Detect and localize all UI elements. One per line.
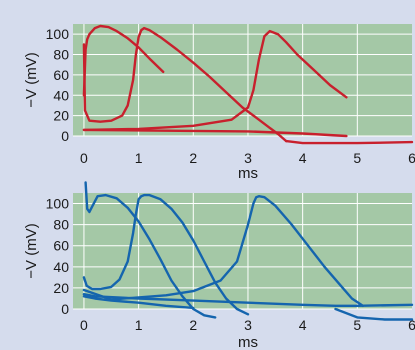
y-axis-title: −V (mV) <box>23 52 40 107</box>
y-tick-label: 0 <box>61 301 69 317</box>
chart-panel-1: 0 20 40 60 80 100 0 1 2 3 4 5 6 ms −V (mV) <box>23 24 415 182</box>
y-tick-label: 100 <box>46 196 70 212</box>
x-tick-label: 0 <box>80 317 88 333</box>
x-tick-label: 4 <box>299 317 307 333</box>
y-tick-label: 20 <box>53 108 69 124</box>
series-line-3 <box>82 195 364 307</box>
x-tick-label: 2 <box>189 150 197 166</box>
series-line-5 <box>82 295 195 310</box>
x-tick-label: 1 <box>135 317 143 333</box>
series-line-1 <box>84 181 217 319</box>
series-line-4 <box>82 128 348 138</box>
series-line-2 <box>82 26 288 143</box>
y-tick-label: 20 <box>53 280 69 296</box>
y-tick-label: 80 <box>53 217 69 233</box>
y-tick-label: 60 <box>53 238 69 254</box>
series-group <box>82 181 414 321</box>
x-tick-label: 5 <box>353 150 361 166</box>
y-tick-label: 60 <box>53 67 69 83</box>
x-tick-label: 0 <box>80 150 88 166</box>
series-line-4 <box>82 293 414 307</box>
x-tick-label: 1 <box>135 150 143 166</box>
series-line-3 <box>82 29 348 132</box>
y-axis-title: −V (mV) <box>23 223 40 278</box>
y-tick-label: 100 <box>46 26 70 42</box>
x-tick-label: 4 <box>299 150 307 166</box>
x-tick-label: 3 <box>244 317 252 333</box>
series-line-6 <box>334 307 414 321</box>
series-group <box>82 24 414 145</box>
y-tick-label: 40 <box>53 259 69 275</box>
plot-area <box>73 193 412 309</box>
x-tick-label: 3 <box>244 150 252 166</box>
chart-panel-2: 0 20 40 60 80 100 0 1 2 3 4 5 6 ms −V (mV) <box>23 181 415 350</box>
y-tick-label: 40 <box>53 87 69 103</box>
series-line-1 <box>82 24 165 97</box>
x-tick-label: 2 <box>189 317 197 333</box>
series-line-5 <box>285 139 414 145</box>
x-tick-label: 5 <box>353 317 361 333</box>
x-tick-label: 6 <box>408 317 415 333</box>
series-line-2 <box>82 193 250 316</box>
x-tick-label: 6 <box>408 150 415 166</box>
x-axis-title: ms <box>238 334 258 350</box>
x-axis-title: ms <box>238 165 258 182</box>
y-tick-label: 0 <box>61 128 69 144</box>
y-tick-label: 80 <box>53 47 69 63</box>
plot-area <box>73 24 412 136</box>
